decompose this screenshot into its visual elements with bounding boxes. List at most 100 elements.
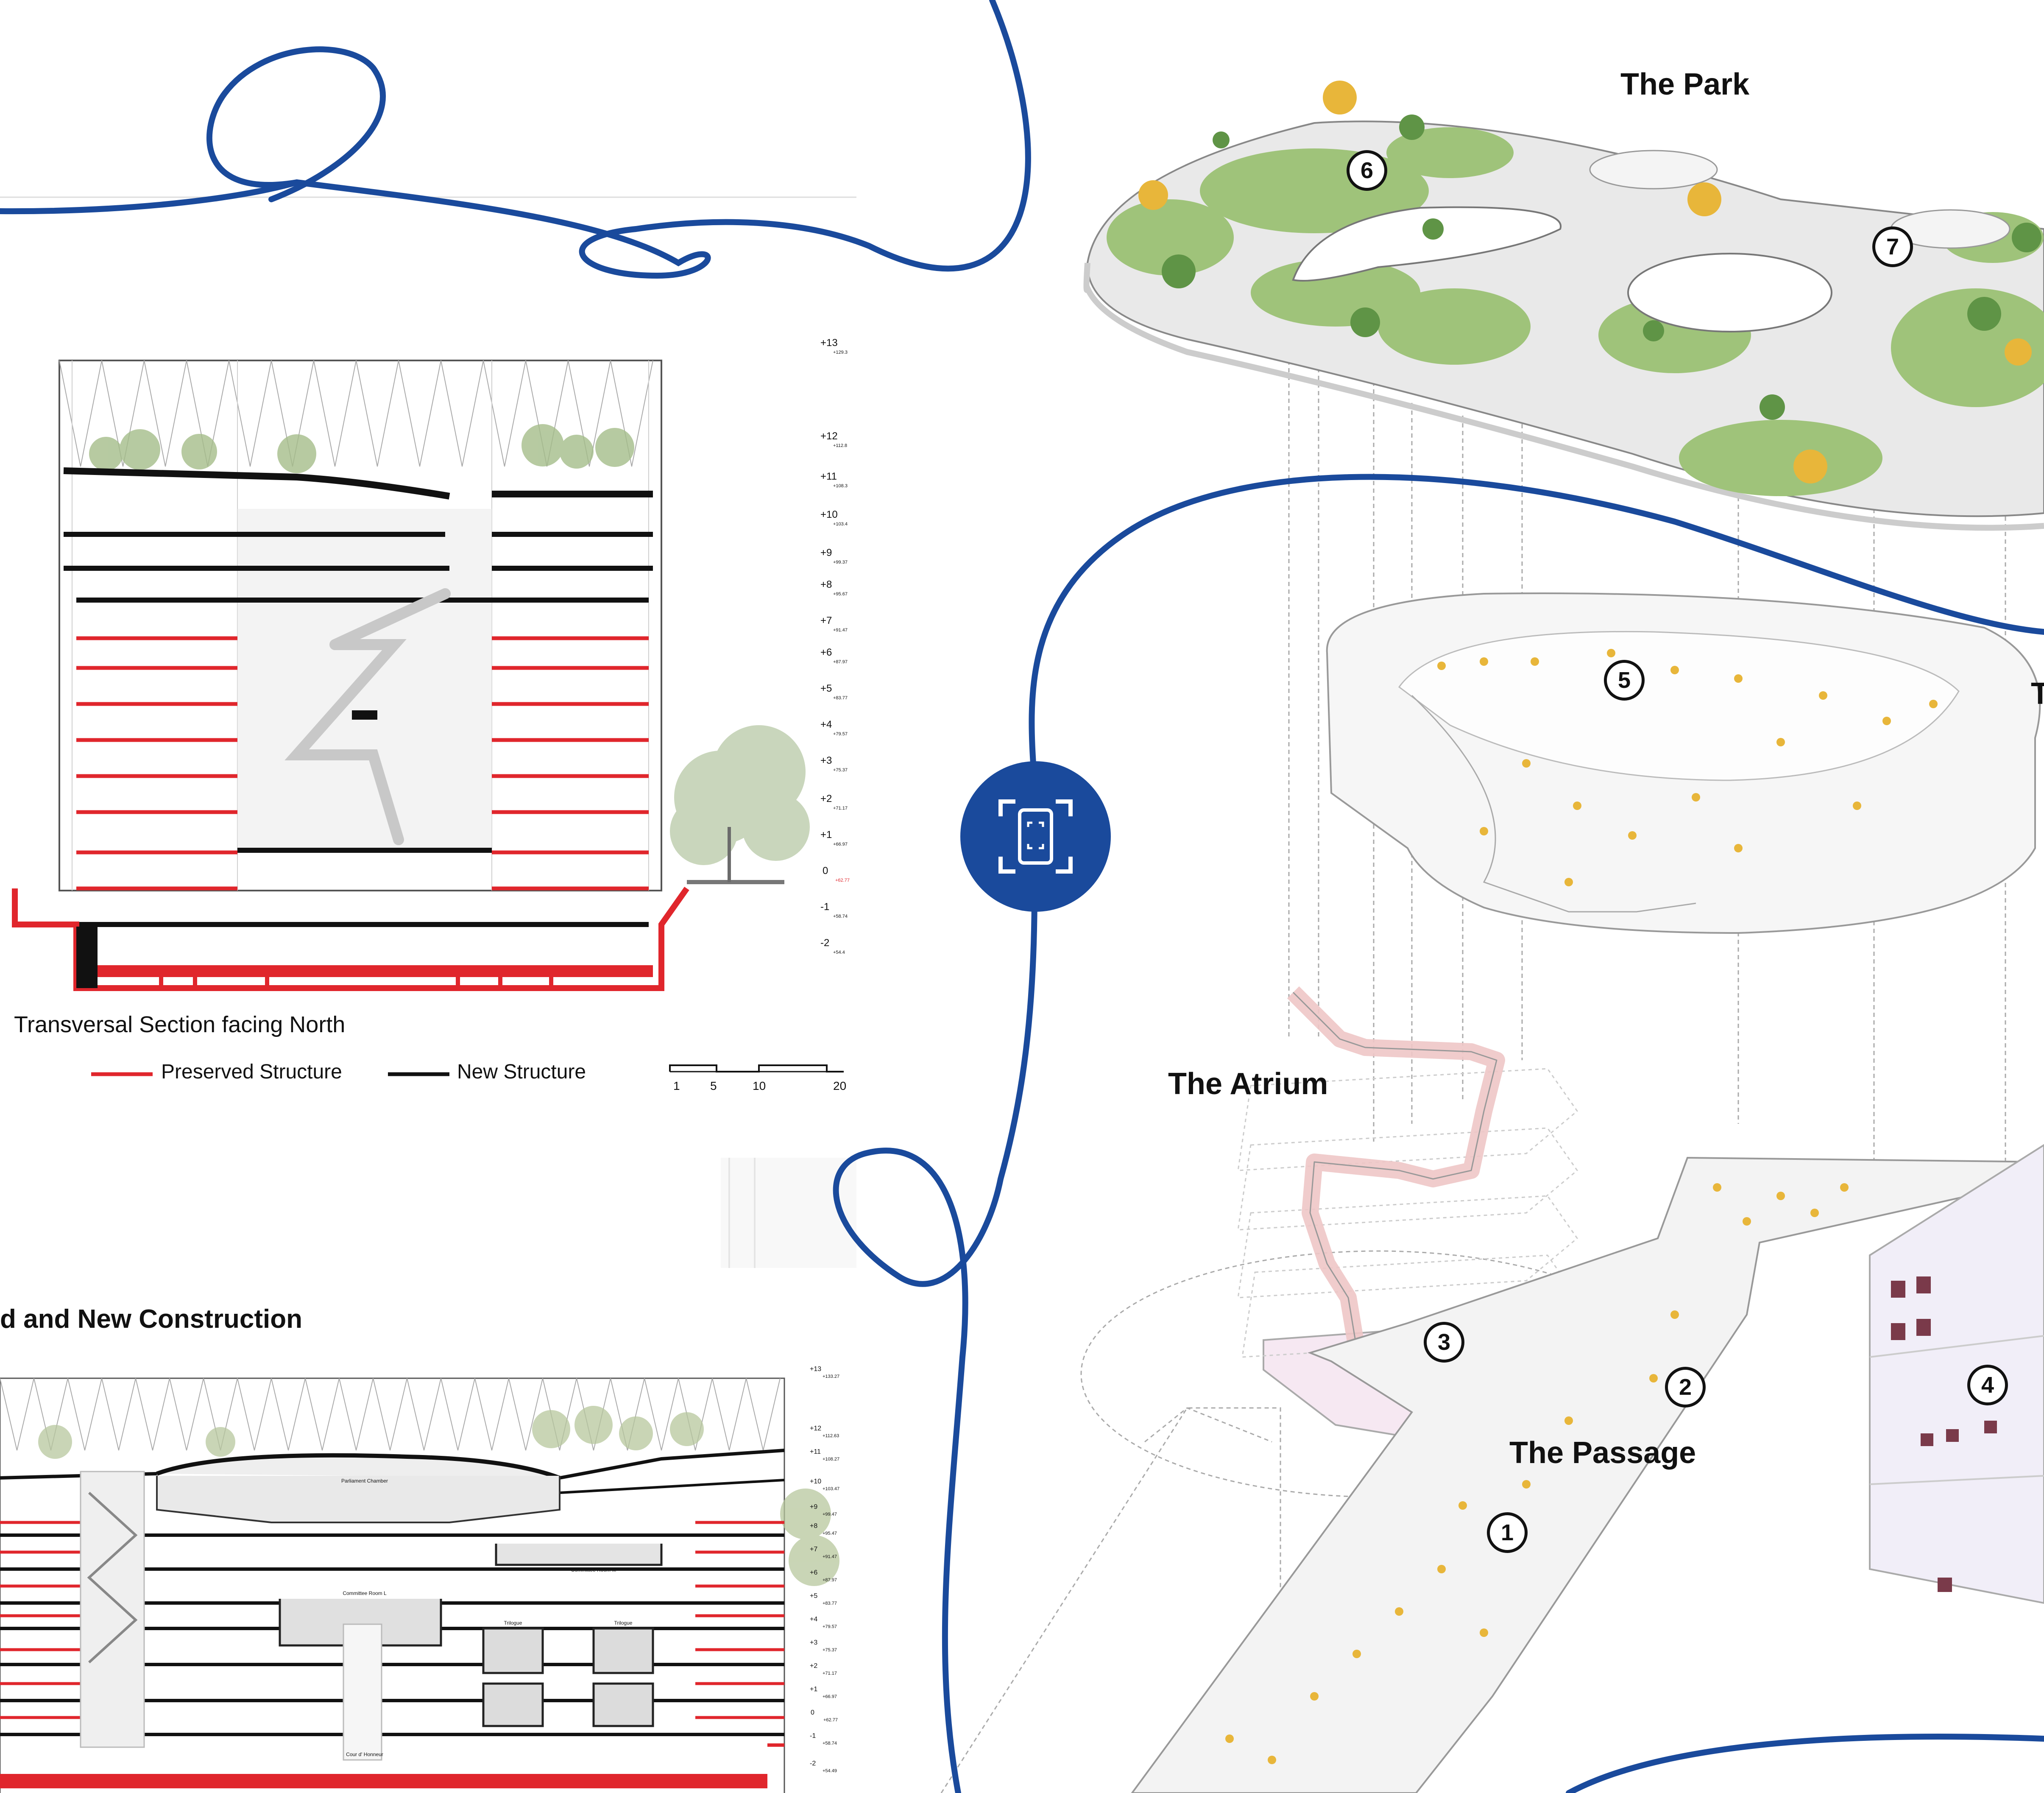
level-marker: 0 +62.77: [823, 865, 850, 883]
marker-badge[interactable]: 1: [1487, 1512, 1528, 1553]
level-elevation: +58.74: [833, 914, 848, 919]
atrium-title: The Atrium: [1168, 1067, 1328, 1101]
room-label-trilogue: Trilogue: [614, 1620, 633, 1626]
level-elevation: +95.47: [823, 1531, 837, 1536]
level-marker: +8 +95.47: [810, 1522, 837, 1536]
longitudinal-section-drawing: [0, 1377, 839, 1793]
level-elevation: +112.63: [823, 1433, 839, 1438]
level-elevation: +87.97: [823, 1578, 837, 1583]
level-marker: -1 +58.74: [810, 1732, 837, 1746]
faint-fragment: [721, 1158, 856, 1268]
cut-off-title: T: [2031, 677, 2044, 711]
level-label: +13: [820, 337, 838, 349]
axonometric-drawing: [940, 81, 2044, 1793]
level-elevation: +103.47: [823, 1486, 840, 1491]
marker-badge[interactable]: 3: [1424, 1322, 1464, 1363]
room-label-trilogue: Trilogue: [504, 1620, 522, 1626]
level-elevation: +108.27: [823, 1457, 840, 1462]
transversal-section-drawing: [0, 196, 856, 991]
level-label: +8: [820, 579, 832, 590]
level-label: 0: [823, 865, 828, 877]
room-label-committee-l: Committee Room L: [343, 1590, 387, 1596]
level-label: -1: [820, 901, 830, 913]
level-marker: +9 +99.47: [810, 1503, 837, 1517]
level-elevation: +133.27: [823, 1374, 840, 1379]
level-label: +9: [820, 547, 832, 559]
level-label: +6: [820, 647, 832, 658]
phone-scan-icon[interactable]: [960, 761, 1111, 912]
level-label: +6: [810, 1569, 818, 1576]
level-marker: +10 +103.47: [810, 1478, 839, 1491]
section-long-title: d and New Construction: [0, 1304, 302, 1334]
level-elevation: +79.57: [823, 1624, 837, 1629]
blue-thread: [0, 0, 1031, 279]
level-label: +11: [810, 1448, 821, 1455]
level-marker: +7 +91.47: [810, 1546, 837, 1559]
level-marker: +2 +71.17: [820, 793, 848, 811]
level-label: -2: [810, 1760, 816, 1767]
level-marker: +2 +71.17: [810, 1662, 837, 1676]
level-label: +11: [820, 471, 837, 482]
level-marker: +6 +87.97: [810, 1569, 837, 1583]
level-marker: -2 +54.4: [820, 937, 845, 955]
level-label: +3: [820, 755, 832, 766]
park-title: The Park: [1620, 67, 1750, 101]
marker-badge[interactable]: 5: [1604, 660, 1645, 701]
level-label: +3: [810, 1639, 818, 1646]
level-marker: +13 +133.27: [810, 1366, 839, 1379]
scale-label: 5: [710, 1079, 717, 1092]
level-elevation: +108.3: [833, 483, 848, 489]
level-elevation: +75.37: [823, 1648, 837, 1653]
section-north-title: Transversal Section facing North: [14, 1012, 346, 1037]
level-marker: +12 +112.63: [810, 1425, 839, 1438]
marker-badge[interactable]: 6: [1347, 150, 1387, 191]
marker-badge[interactable]: 2: [1665, 1367, 1706, 1408]
level-label: +7: [810, 1546, 818, 1553]
level-elevation: +54.49: [823, 1768, 837, 1773]
marker-badge[interactable]: 4: [1967, 1365, 2008, 1405]
level-marker: +4 +79.57: [820, 719, 848, 737]
level-elevation: +79.57: [833, 732, 848, 737]
room-label-cour: Cour d' Honneur: [346, 1751, 383, 1757]
level-elevation: +99.47: [823, 1512, 837, 1517]
level-elevation: +99.37: [833, 560, 848, 565]
level-marker: +12 +112.8: [820, 430, 847, 448]
level-marker: +13 +129.3: [820, 337, 848, 355]
level-label: -1: [810, 1732, 816, 1740]
level-elevation: +62.77: [835, 878, 850, 883]
level-elevation: +66.97: [833, 842, 848, 847]
blue-thread-loop: [206, 46, 386, 202]
level-label: +4: [810, 1616, 818, 1623]
level-elevation: +103.4: [833, 522, 848, 527]
level-elevation: +83.77: [833, 695, 848, 701]
level-label: +13: [810, 1366, 822, 1373]
level-elevation: +71.17: [823, 1671, 837, 1676]
level-label: +7: [820, 615, 832, 626]
level-elevation: +58.74: [823, 1741, 837, 1746]
level-elevation: +129.3: [833, 350, 848, 355]
marker-badge[interactable]: 7: [1872, 226, 1913, 267]
level-marker: +1 +66.97: [810, 1686, 837, 1699]
level-elevation: +75.37: [833, 768, 848, 773]
blue-thread-vertical: [833, 474, 2044, 1793]
level-label: +4: [820, 719, 832, 730]
legend-preserved-label: Preserved Structure: [161, 1061, 342, 1083]
level-elevation: +66.97: [823, 1694, 837, 1699]
level-label: +10: [820, 509, 838, 520]
level-elevation: +91.47: [823, 1554, 837, 1559]
level-label: -2: [820, 937, 830, 949]
blue-thread-bottom: [1566, 1734, 2044, 1793]
level-marker: +1 +66.97: [820, 829, 848, 847]
level-elevation: +83.77: [823, 1601, 837, 1606]
level-marker: -2 +54.49: [810, 1760, 837, 1773]
level-label: +2: [810, 1662, 818, 1670]
level-marker: +5 +83.77: [820, 683, 848, 701]
scale-label: 10: [753, 1079, 766, 1092]
scale-label: 20: [833, 1079, 847, 1092]
level-marker: +5 +83.77: [810, 1592, 837, 1606]
level-elevation: +87.97: [833, 659, 848, 665]
level-label: +12: [810, 1425, 822, 1432]
level-label: +9: [810, 1503, 818, 1511]
